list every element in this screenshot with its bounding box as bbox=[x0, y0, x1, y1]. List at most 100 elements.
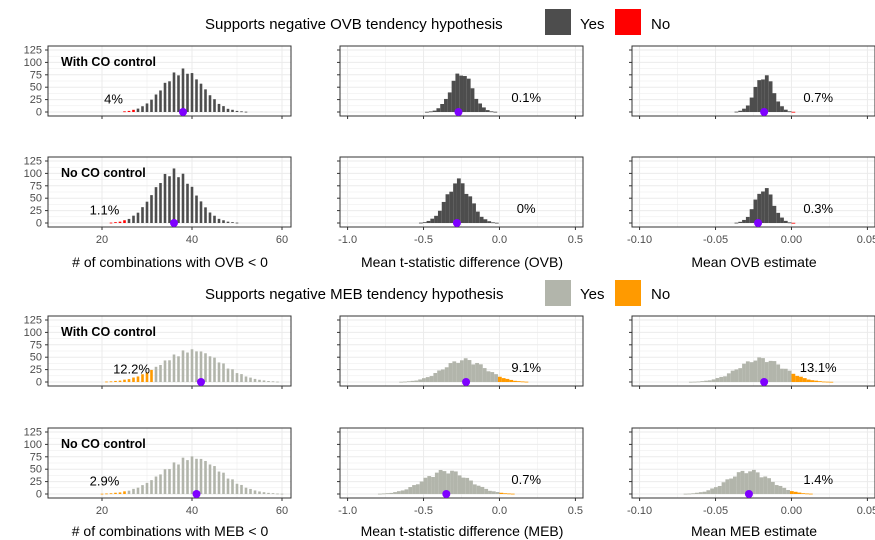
histogram-bar bbox=[150, 99, 153, 112]
histogram-bar bbox=[114, 380, 117, 382]
histogram-bar bbox=[707, 380, 712, 382]
x-tick-label: 0.05 bbox=[857, 505, 875, 517]
histogram-bar bbox=[431, 476, 435, 494]
y-tick-label: 0 bbox=[36, 489, 42, 501]
panel-border bbox=[339, 315, 584, 387]
median-marker bbox=[754, 219, 763, 227]
histogram-bar bbox=[757, 357, 762, 382]
histogram-bar bbox=[105, 381, 108, 383]
histogram-bar bbox=[109, 381, 113, 383]
histogram-bar bbox=[141, 207, 144, 223]
histogram-bar bbox=[736, 472, 741, 494]
histogram-bar bbox=[723, 376, 727, 382]
histogram-bar bbox=[453, 471, 458, 494]
histogram-bar bbox=[430, 218, 435, 223]
histogram-bar bbox=[168, 469, 171, 494]
histogram-bar bbox=[244, 487, 248, 494]
histogram-bar bbox=[719, 376, 724, 382]
histogram-bar bbox=[190, 73, 194, 112]
histogram-bar bbox=[497, 376, 502, 382]
histogram-bar bbox=[450, 470, 454, 494]
histogram-bar bbox=[714, 487, 718, 494]
histogram-bar bbox=[787, 222, 792, 224]
median-marker bbox=[454, 108, 463, 116]
histogram-bar bbox=[145, 372, 149, 382]
legend-meb-yes-key bbox=[545, 280, 571, 306]
x-tick-label: -0.10 bbox=[627, 234, 652, 246]
histogram-bar bbox=[423, 477, 428, 494]
histogram-bar bbox=[818, 381, 822, 382]
histogram-bar bbox=[472, 484, 477, 494]
histogram-bar bbox=[772, 361, 777, 382]
histogram-bar bbox=[159, 364, 162, 382]
histogram-bar bbox=[400, 490, 405, 494]
histogram-bar bbox=[478, 364, 483, 382]
histogram-bar bbox=[463, 76, 467, 112]
xlabel-meb-estimate: Mean MEB estimate bbox=[691, 523, 817, 539]
histogram-bar bbox=[204, 207, 207, 223]
median-marker bbox=[744, 490, 753, 498]
legend-ovb-yes-key bbox=[545, 9, 571, 35]
x-tick-label: 20 bbox=[96, 234, 108, 246]
histogram-bar bbox=[776, 212, 781, 223]
histogram-bar bbox=[460, 183, 465, 223]
histogram-bar bbox=[510, 493, 515, 495]
histogram-bar bbox=[208, 464, 212, 494]
histogram-bar bbox=[776, 364, 781, 382]
histogram-bar bbox=[524, 381, 529, 383]
histogram-bar bbox=[787, 111, 792, 113]
percent-label: 4% bbox=[104, 92, 123, 107]
histogram-bar bbox=[412, 485, 416, 494]
histogram-bar bbox=[734, 222, 739, 224]
histogram-bar bbox=[154, 366, 158, 382]
x-tick-label: 20 bbox=[96, 505, 108, 517]
panel-meb-tstat-row3: 0.7% -1.0 -0.5 0.0 0.5 bbox=[337, 427, 584, 517]
histogram-bar bbox=[427, 476, 432, 494]
histogram-bar bbox=[732, 476, 737, 494]
histogram-bar bbox=[789, 491, 794, 494]
percent-label: 2.9% bbox=[90, 474, 120, 489]
histogram-bar bbox=[136, 376, 140, 382]
histogram-bar bbox=[213, 215, 216, 223]
histogram-bar bbox=[186, 352, 189, 382]
histogram-bar bbox=[768, 194, 773, 223]
histogram-bar bbox=[770, 481, 775, 494]
x-tick-label: 0.00 bbox=[781, 505, 802, 517]
histogram-bar bbox=[217, 103, 221, 112]
legend-ovb-no-label: No bbox=[651, 16, 670, 33]
histogram-bar bbox=[726, 373, 731, 382]
histogram-bar bbox=[222, 106, 225, 112]
histogram-bar bbox=[381, 493, 386, 495]
histogram-bar bbox=[446, 473, 451, 494]
histogram-bar bbox=[786, 489, 790, 494]
histogram-bar bbox=[271, 493, 275, 494]
panel-ovb-tstat-row0: 0.1% bbox=[337, 45, 584, 119]
histogram-bar bbox=[797, 492, 802, 494]
panel-meb-est-row2: 13.1% bbox=[629, 315, 875, 389]
histogram-bar bbox=[474, 98, 479, 112]
histogram-bar bbox=[213, 466, 216, 494]
percent-label: 13.1% bbox=[800, 360, 837, 375]
panel-border bbox=[339, 156, 584, 228]
histogram-bar bbox=[444, 367, 449, 382]
histogram-bar bbox=[767, 478, 771, 494]
histogram-bar bbox=[520, 381, 525, 383]
histogram-bar bbox=[782, 487, 787, 494]
histogram-bar bbox=[745, 216, 750, 223]
histogram-bar bbox=[159, 90, 162, 112]
histogram-bar bbox=[768, 360, 773, 382]
histogram-bar bbox=[725, 479, 730, 494]
histogram-bar bbox=[438, 469, 443, 494]
histogram-bar bbox=[141, 374, 144, 382]
histogram-bar bbox=[453, 183, 457, 223]
histogram-bar bbox=[449, 191, 454, 223]
histogram-bar bbox=[150, 195, 153, 223]
histogram-bar bbox=[513, 380, 517, 382]
xlabel-meb-tstat: Mean t-statistic difference (MEB) bbox=[361, 523, 564, 539]
histogram-bar bbox=[734, 369, 739, 382]
histogram-bar bbox=[778, 485, 783, 494]
histogram-bar bbox=[772, 93, 777, 112]
histogram-bar bbox=[204, 89, 207, 112]
histogram-bar bbox=[145, 103, 149, 112]
